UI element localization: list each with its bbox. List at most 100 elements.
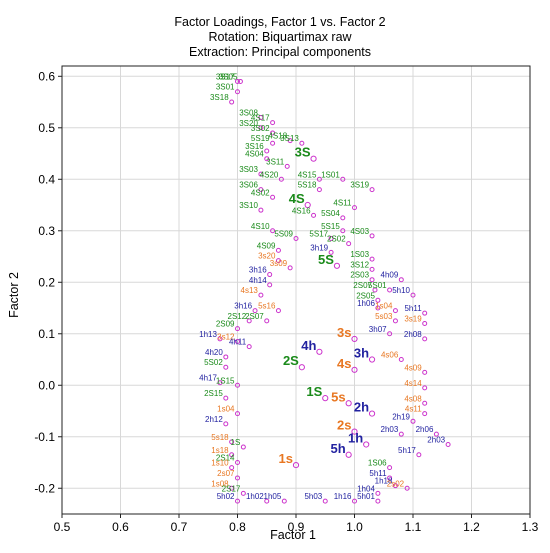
data-point-marker <box>240 444 246 450</box>
data-point-label: 5s03 <box>375 312 393 321</box>
data-point-marker <box>328 249 334 255</box>
data-point-marker <box>345 400 352 407</box>
data-point-marker <box>422 336 428 342</box>
data-point-label: 5h01 <box>357 492 375 501</box>
data-point-marker <box>398 431 404 437</box>
data-point-marker <box>422 411 428 417</box>
data-point-label: 2h12 <box>205 415 223 424</box>
data-point-label: 1S01 <box>321 170 340 179</box>
data-point-label: 2s02 <box>387 479 405 488</box>
data-point-label: 1s <box>279 451 293 466</box>
data-point-label: 3s20 <box>258 252 276 261</box>
data-point-label: 2S09 <box>216 320 235 329</box>
data-point-marker <box>258 207 264 213</box>
x-tick-label: 1.0 <box>346 520 363 534</box>
x-tick-label: 0.6 <box>112 520 129 534</box>
data-point-label: 1s10 <box>211 459 229 468</box>
x-axis-label: Factor 1 <box>270 528 316 542</box>
data-point-label: 3S10 <box>239 201 258 210</box>
chart-title-line-1: Factor Loadings, Factor 1 vs. Factor 2 <box>174 15 385 29</box>
data-point-label: 4h20 <box>205 348 223 357</box>
data-point-marker <box>351 366 358 373</box>
x-tick-label: 0.5 <box>54 520 71 534</box>
data-point-marker <box>235 498 240 504</box>
data-point-marker <box>340 215 346 221</box>
data-point-label: 2h03 <box>381 425 399 434</box>
data-point-label: 5S01 <box>368 281 387 290</box>
data-point-label: 5S09 <box>274 230 293 239</box>
data-point-label: 4S10 <box>251 222 270 231</box>
data-point-marker <box>270 140 276 146</box>
data-point-label: 2S15 <box>204 389 223 398</box>
data-point-label: 3S01 <box>216 83 235 92</box>
data-point-marker <box>351 428 358 435</box>
y-tick-label: -0.2 <box>34 481 55 495</box>
data-point-marker <box>422 310 428 316</box>
data-point-marker <box>369 256 375 262</box>
data-point-label: 4s14 <box>404 379 422 388</box>
data-point-label: 3h19 <box>310 243 328 252</box>
data-point-label: 3S19 <box>350 181 369 190</box>
data-point-marker <box>287 265 293 271</box>
data-point-label: 5s16 <box>258 302 276 311</box>
data-point-label: 3S13 <box>280 134 299 143</box>
data-point-marker <box>235 460 240 466</box>
data-point-marker <box>387 475 393 481</box>
data-point-marker <box>258 125 264 131</box>
data-point-marker <box>281 498 287 504</box>
data-point-marker <box>375 498 381 504</box>
data-point-label: 3h <box>354 346 369 361</box>
data-point-label: 3h16 <box>249 266 267 275</box>
data-point-marker <box>404 485 410 491</box>
data-point-label: 3h07 <box>369 325 387 334</box>
data-point-label: 5S15 <box>321 222 340 231</box>
data-point-label: 3S16 <box>245 142 264 151</box>
data-point-marker <box>229 465 235 471</box>
data-point-label: 2S12 <box>228 312 247 321</box>
data-point-marker <box>310 155 317 162</box>
data-point-label: 2S02 <box>327 235 346 244</box>
data-point-label: 3S12 <box>350 260 369 269</box>
data-point-label: 1s04 <box>217 405 235 414</box>
data-point-marker <box>237 78 243 84</box>
data-point-label: 2S17 <box>222 484 241 493</box>
data-point-marker <box>422 385 428 391</box>
data-point-label: 5s18 <box>211 433 229 442</box>
data-point-label: 4S <box>289 191 305 206</box>
data-point-marker <box>235 411 240 417</box>
data-point-marker <box>275 308 281 314</box>
data-point-marker <box>270 194 276 200</box>
data-point-label: 5h11 <box>404 304 422 313</box>
data-point-label: 4S11 <box>333 199 352 208</box>
data-point-marker <box>387 287 393 293</box>
data-point-label: 3s <box>337 325 351 340</box>
data-point-marker <box>445 441 451 447</box>
data-point-label: 2S05 <box>356 291 375 300</box>
data-point-marker <box>375 490 381 496</box>
x-tick-label: 1.1 <box>405 520 422 534</box>
data-point-label: 4S20 <box>260 170 279 179</box>
data-point-marker <box>422 369 428 375</box>
data-point-marker <box>316 176 322 182</box>
data-point-marker <box>368 410 376 417</box>
data-point-label: 5h02 <box>217 492 235 501</box>
data-point-label: 1h05 <box>264 492 282 501</box>
data-point-label: 5h <box>330 441 345 456</box>
data-point-label: 1h <box>348 430 363 445</box>
data-point-label: 4s <box>337 356 351 371</box>
data-point-marker <box>410 292 416 298</box>
data-point-marker <box>229 439 235 445</box>
data-point-marker <box>392 318 398 324</box>
data-point-marker <box>258 171 264 177</box>
data-point-marker <box>392 308 398 314</box>
data-point-marker <box>345 451 352 458</box>
data-point-label: 2h06 <box>416 425 434 434</box>
data-point-marker <box>267 272 273 278</box>
y-tick-label: 0.5 <box>38 121 55 135</box>
data-point-label: 2S03 <box>350 271 369 280</box>
x-tick-label: 0.7 <box>171 520 188 534</box>
data-point-label: 3S <box>295 145 311 160</box>
y-axis-ticks: -0.2 -0.1 0.0 0.1 0.2 0.3 0.4 0.5 0.6 <box>34 69 62 495</box>
